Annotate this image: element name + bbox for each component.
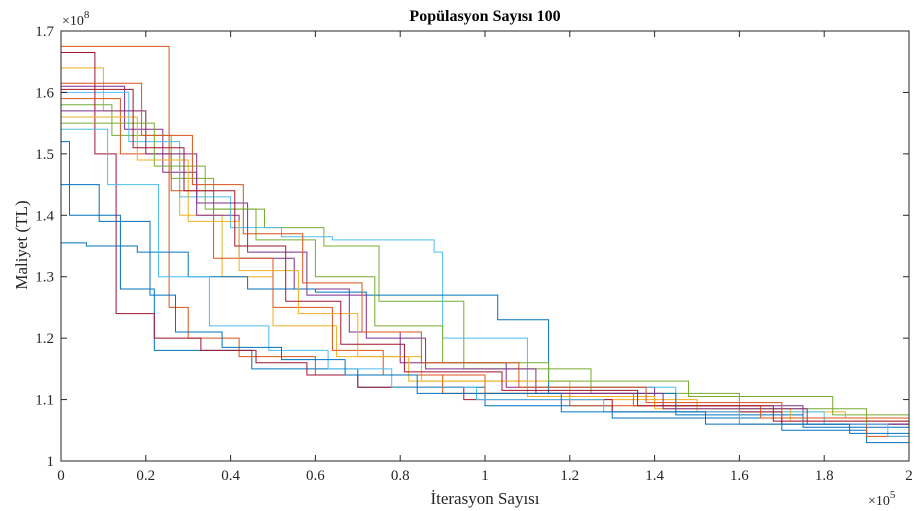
- x-tick-label: 1.2: [560, 468, 579, 484]
- y-tick-label: 1: [47, 454, 55, 470]
- x-exponent-base: ×10: [868, 494, 890, 509]
- x-tick-label: 0.6: [306, 468, 325, 484]
- x-tick-label: 1.4: [645, 468, 664, 484]
- y-tick-label: 1.4: [35, 208, 54, 224]
- y-tick-label: 1.2: [35, 331, 54, 347]
- y-tick-label: 1.7: [35, 24, 54, 40]
- y-tick-label: 1.3: [35, 270, 54, 286]
- x-tick-label: 1: [481, 468, 489, 484]
- series-line-16: [61, 82, 910, 434]
- labels-layer: 0 0.2 0.4 0.6 0.8 1 1.2 1.4 1.6 1.8 2 1 1.1 1.2 1.3 1.4…: [35, 24, 913, 484]
- y-tick-label: 1.6: [35, 85, 54, 101]
- series-line-11: [61, 110, 910, 437]
- x-tick-label: 1.6: [730, 468, 749, 484]
- x-tick-label: 1.8: [815, 468, 834, 484]
- y-axis-title: Maliyet (TL): [12, 200, 31, 289]
- chart-title: Popülasyon Sayısı 100: [409, 8, 560, 25]
- y-tick-label: 1.1: [35, 393, 54, 409]
- y-exponent-label: ×108: [62, 9, 90, 29]
- series-line-8: [61, 242, 910, 443]
- series-line-14: [61, 88, 910, 443]
- y-exponent-base: ×10: [62, 14, 84, 29]
- y-exponent-power: 8: [84, 9, 90, 21]
- x-tick-label: 2: [905, 468, 913, 484]
- y-tick-label: 1.5: [35, 147, 54, 163]
- x-tick-label: 0.2: [136, 468, 155, 484]
- x-tick-label: 0: [57, 468, 65, 484]
- x-exponent-power: 5: [890, 489, 896, 501]
- x-exponent-label: ×105: [868, 489, 896, 509]
- axes-layer: [60, 30, 910, 462]
- series-line-15: [61, 184, 910, 443]
- series-line-12: [61, 122, 910, 428]
- x-axis-title: İterasyon Sayısı: [430, 489, 539, 508]
- x-tick-label: 0.8: [391, 468, 410, 484]
- x-tick-label: 0.4: [221, 468, 240, 484]
- series-layer: [61, 45, 910, 446]
